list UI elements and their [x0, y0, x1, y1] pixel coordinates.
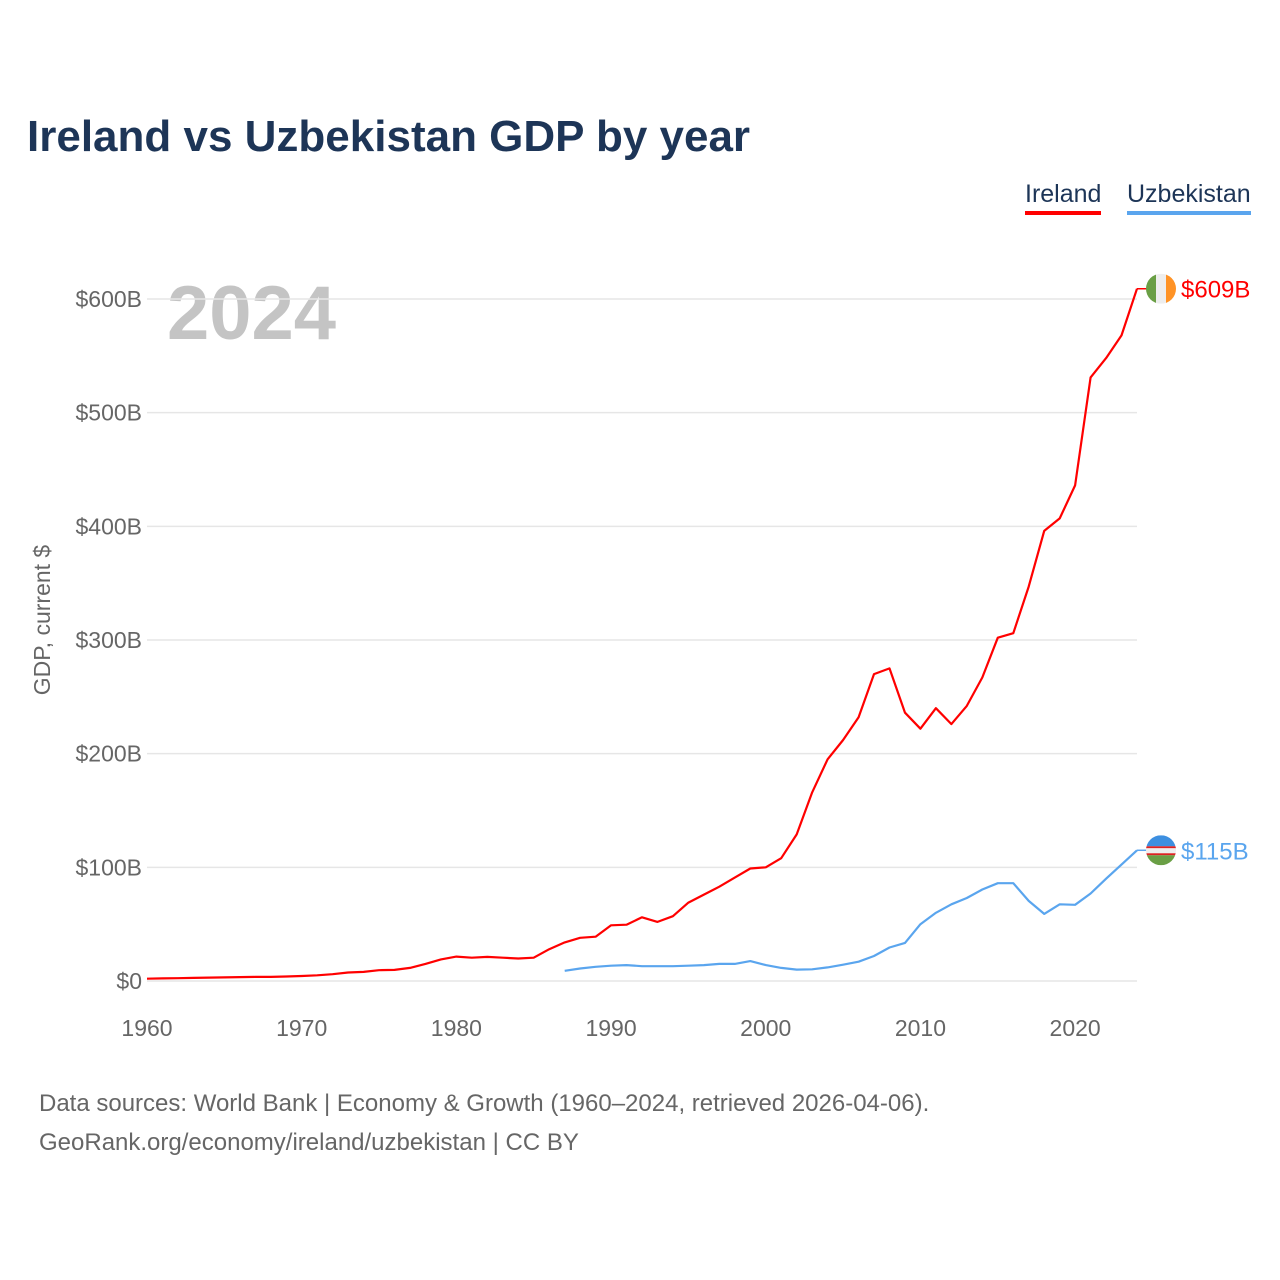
footer: Data sources: World Bank | Economy & Gro… — [39, 1084, 929, 1162]
y-tick-label: $600B — [75, 286, 142, 312]
year-watermark: 2024 — [167, 271, 336, 356]
x-tick-label: 2000 — [740, 1015, 791, 1041]
source-link[interactable]: GeoRank.org/economy/ireland/uzbekistan |… — [39, 1129, 579, 1156]
x-tick-label: 1970 — [276, 1015, 327, 1041]
x-tick-label: 1960 — [121, 1015, 172, 1041]
end-value-label: $609B — [1181, 277, 1250, 304]
chart-title: Ireland vs Uzbekistan GDP by year — [27, 112, 751, 161]
x-tick-label: 1990 — [585, 1015, 636, 1041]
x-tick-label: 1980 — [431, 1015, 482, 1041]
x-tick-label: 2010 — [895, 1015, 946, 1041]
series-line-uzbekistan — [564, 849, 1138, 972]
end-value-label: $115B — [1181, 838, 1249, 865]
y-tick-label: $500B — [75, 400, 142, 426]
x-tick-label: 2020 — [1050, 1015, 1101, 1041]
y-tick-label: $100B — [75, 854, 142, 880]
y-tick-label: $0 — [116, 968, 142, 994]
y-axis-label: GDP, current $ — [29, 545, 55, 696]
y-tick-label: $300B — [75, 627, 142, 653]
ireland-flag-icon — [1146, 273, 1176, 304]
legend-item-uzbekistan[interactable]: Uzbekistan — [1127, 180, 1251, 215]
y-tick-label: $200B — [75, 741, 142, 767]
legend-item-ireland[interactable]: Ireland — [1025, 180, 1102, 215]
data-source-note: Data sources: World Bank | Economy & Gro… — [39, 1090, 930, 1117]
y-tick-label: $400B — [75, 513, 142, 539]
series-line-ireland — [146, 288, 1139, 980]
uzbekistan-flag-icon — [1146, 835, 1176, 866]
